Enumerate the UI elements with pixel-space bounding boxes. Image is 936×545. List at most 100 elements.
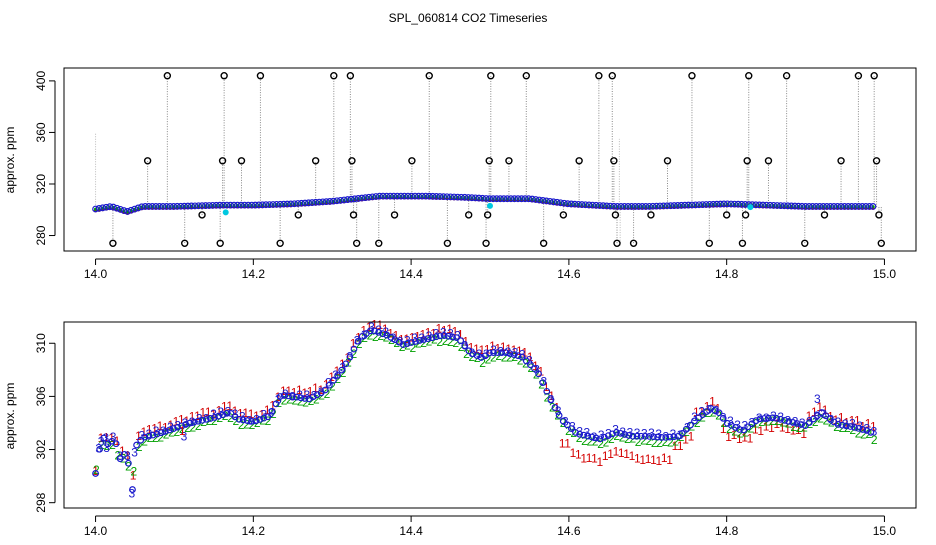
bottom-series-1-label: 1 xyxy=(757,424,764,438)
bottom-series-1-label: 1 xyxy=(602,449,609,463)
bottom-series-3-point xyxy=(198,416,206,424)
bottom-series-3-point xyxy=(350,345,358,353)
bottom-series-3-point xyxy=(666,433,674,441)
bottom-series-3-label: 3 xyxy=(785,414,792,428)
bottom-series-3-point xyxy=(182,421,190,428)
bottom-series-3-label: 3 xyxy=(210,407,217,421)
bottom-series-1-label: 1 xyxy=(666,453,673,467)
bottom-series-1-label: 1 xyxy=(784,422,791,436)
top-series-3-point xyxy=(280,200,288,208)
top-series-3-point xyxy=(500,195,508,203)
bottom-x-tick-label: 14.2 xyxy=(242,524,266,538)
bottom-series-1-label: 1 xyxy=(167,418,174,432)
top-outlier-point xyxy=(346,72,355,80)
top-series-3-point xyxy=(475,194,483,202)
top-series-3-point xyxy=(621,203,628,210)
bottom-series-3-point xyxy=(715,409,723,417)
top-outlier-point xyxy=(872,157,881,165)
top-outlier-point xyxy=(465,211,473,219)
bottom-series-3-point xyxy=(416,337,424,344)
top-series-3-point xyxy=(795,202,802,210)
bottom-series-3-label: 3 xyxy=(741,418,748,432)
top-series-3-point xyxy=(869,203,877,210)
bottom-series-2-label: 2 xyxy=(109,438,116,452)
bottom-series-3-label: 3 xyxy=(806,414,813,428)
top-outlier-point xyxy=(820,211,829,219)
bottom-series-1-label: 1 xyxy=(800,427,807,441)
bottom-series-1-label: 1 xyxy=(157,419,164,433)
bottom-series-1-label: 1 xyxy=(205,405,212,419)
bottom-series-2-label: 2 xyxy=(479,356,486,370)
top-series-3-point xyxy=(709,200,717,208)
bottom-series-1-label: 1 xyxy=(393,328,400,342)
bottom-series-2-label: 2 xyxy=(334,372,341,386)
bottom-series-3-label: 3 xyxy=(828,412,835,426)
top-series-3-point xyxy=(202,202,210,209)
top-series-3-point xyxy=(837,203,845,210)
top-series-3-point xyxy=(738,200,746,208)
top-series-3-point xyxy=(255,201,263,209)
top-series-3-point xyxy=(816,203,824,210)
bottom-extra-label: 3 xyxy=(103,441,110,455)
top-series-3-point xyxy=(716,200,724,208)
bottom-series-3-point xyxy=(420,336,428,343)
top-series-3-point xyxy=(376,192,383,200)
top-series-3-point xyxy=(734,200,742,208)
top-outlier-point xyxy=(505,157,513,165)
bottom-series-3-label: 3 xyxy=(720,410,727,424)
bottom-series-1-label: 1 xyxy=(237,407,244,421)
bottom-series-1-label: 1 xyxy=(259,407,266,421)
bottom-series-3-point xyxy=(293,393,300,401)
bottom-series-1-label: 1 xyxy=(596,455,603,469)
bottom-series-2-label: 2 xyxy=(806,417,813,431)
bottom-series-1-label: 1 xyxy=(269,399,276,413)
bottom-series-1-label: 1 xyxy=(591,451,598,465)
top-series-3-point xyxy=(188,202,195,210)
bottom-series-2-label: 2 xyxy=(587,435,594,449)
bottom-series-3-point xyxy=(334,372,341,379)
top-outlier-point xyxy=(408,157,416,165)
bottom-series-1-label: 1 xyxy=(216,404,223,418)
bottom-series-3-label: 3 xyxy=(418,331,425,345)
top-series-3-point xyxy=(578,201,586,208)
bottom-series-1-label: 1 xyxy=(575,448,582,462)
bottom-series-3-point xyxy=(526,361,534,369)
bottom-series-3-point xyxy=(686,421,694,429)
top-x-tick-label: 14.8 xyxy=(715,267,739,281)
bottom-series-3-label: 3 xyxy=(153,424,160,438)
bottom-series-3-point xyxy=(485,349,493,357)
bottom-series-1-label: 1 xyxy=(736,432,743,446)
bottom-series-1-label: 1 xyxy=(301,386,308,400)
top-series-3-point xyxy=(546,197,554,205)
bottom-series-2-label: 2 xyxy=(758,415,765,429)
bottom-series-3-label: 3 xyxy=(584,426,591,440)
bottom-series-1-label: 1 xyxy=(672,439,679,453)
top-series-3-point xyxy=(102,203,110,211)
bottom-series-2-label: 2 xyxy=(592,434,599,448)
bottom-series-3-point xyxy=(846,423,854,430)
bottom-series-1-label: 1 xyxy=(371,318,378,332)
bottom-series-3-point xyxy=(346,353,354,361)
bottom-series-3-point xyxy=(161,427,169,435)
bottom-series-3-label: 3 xyxy=(217,405,224,419)
bottom-series-1-label: 1 xyxy=(162,420,169,434)
top-outlier-point xyxy=(220,72,228,80)
bottom-series-2-label: 2 xyxy=(597,437,604,451)
top-series-3-point xyxy=(290,200,298,208)
bottom-series-1-label: 1 xyxy=(130,468,137,482)
bottom-series-1-label: 1 xyxy=(752,423,759,437)
bottom-series-3-point xyxy=(494,349,501,356)
bottom-series-2-label: 2 xyxy=(152,431,159,445)
bottom-series-3-label: 3 xyxy=(627,425,634,439)
top-outlier-point xyxy=(610,157,618,165)
top-series-3-point xyxy=(138,203,146,211)
bottom-series-2-label: 2 xyxy=(823,413,830,427)
top-series-3-point xyxy=(635,203,643,210)
bottom-series-3-label: 3 xyxy=(131,445,138,459)
bottom-series-3-point xyxy=(239,416,247,424)
top-series-3-point xyxy=(557,199,565,207)
bottom-series-3-point xyxy=(789,419,797,426)
bottom-series-3-point xyxy=(584,432,592,440)
bottom-series-3-label: 3 xyxy=(232,407,239,421)
bottom-series-3-label: 3 xyxy=(260,407,267,421)
